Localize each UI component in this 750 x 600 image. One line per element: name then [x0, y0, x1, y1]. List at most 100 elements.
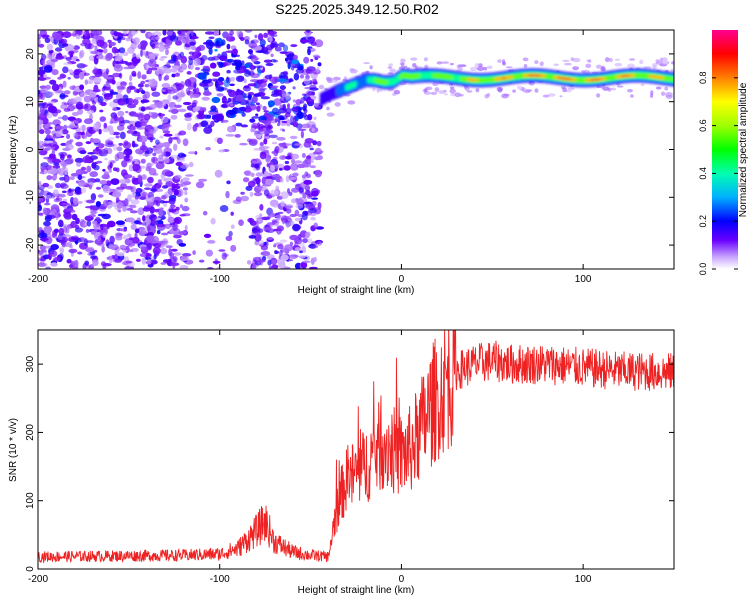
spectrogram-noise-cell [76, 161, 82, 167]
spectrogram-noise-cell [253, 148, 261, 151]
spectrogram-noise-cell [257, 69, 262, 76]
spectrogram-noise-cell [189, 41, 196, 46]
spectrogram-noise-cell [178, 69, 184, 73]
spectrogram-tone-cell [417, 73, 421, 78]
spectrogram-noise-cell [182, 187, 188, 191]
spectrogram-noise-cell [80, 91, 87, 98]
spectrogram-tone-cell [543, 74, 546, 78]
spectrogram-noise-cell [309, 87, 319, 91]
spectrogram-noise-cell [184, 190, 188, 196]
spectrogram-noise-cell [265, 178, 274, 185]
spectrogram-noise-cell [349, 68, 355, 72]
spectrogram-noise-cell [174, 174, 182, 180]
spectrogram-noise-cell [112, 191, 122, 198]
spectrogram-noise-cell [38, 204, 43, 212]
spectrogram-noise-cell [98, 143, 105, 149]
snr-xtick-label: 100 [575, 574, 592, 585]
spectrogram-noise-cell [173, 143, 178, 151]
spectrogram-noise-cell [423, 57, 428, 62]
spectrogram-tone-cell [601, 77, 604, 81]
colorbar-tick-label: 0.4 [698, 167, 708, 180]
spectrogram-tone-cell [585, 78, 588, 82]
spectrogram-noise-cell [88, 76, 94, 85]
spectrogram-noise-cell [117, 110, 125, 117]
spectrogram-noise-cell [160, 262, 167, 265]
spectrogram-noise-cell [125, 260, 133, 264]
spectrogram-noise-cell [144, 183, 153, 187]
spectrogram-noise-cell [516, 85, 523, 90]
spectrogram-noise-cell [484, 94, 490, 99]
spectrogram-noise-cell [44, 37, 51, 44]
spectrogram-xtick-label: 0 [399, 274, 405, 285]
spectrogram-noise-cell [257, 182, 261, 187]
spectrogram-noise-cell [240, 191, 245, 195]
spectrogram-noise-cell [186, 34, 190, 42]
spectrogram-noise-cell [40, 166, 47, 171]
spectrogram-noise-cell [267, 125, 272, 129]
spectrogram-noise-cell [249, 118, 256, 123]
spectrogram-noise-cell [564, 62, 572, 66]
spectrogram-noise-cell [643, 66, 652, 69]
spectrogram-tone-cell [588, 78, 592, 82]
spectrogram-noise-cell [141, 257, 146, 265]
spectrogram-noise-cell [182, 177, 190, 182]
spectrogram-noise-cell [297, 66, 304, 71]
spectrogram-noise-cell [97, 95, 104, 104]
colorbar-tick-label: 0.6 [698, 119, 708, 132]
spectrogram-noise-cell [305, 173, 311, 179]
spectrogram-noise-cell [116, 146, 123, 152]
spectrogram-noise-cell [274, 117, 278, 123]
spectrogram-noise-cell [184, 79, 192, 87]
spectrogram-noise-cell [347, 100, 356, 105]
spectrogram-noise-cell [226, 43, 231, 50]
spectrogram-noise-cell [270, 165, 276, 172]
spectrogram-noise-cell [112, 107, 118, 112]
spectrogram-noise-cell [184, 117, 192, 122]
spectrogram-noise-cell [118, 120, 125, 127]
spectrogram-tone-cell [425, 71, 428, 80]
spectrogram-noise-cell [159, 135, 164, 139]
spectrogram-noise-cell [259, 204, 264, 211]
spectrogram-noise-cell [268, 266, 274, 269]
spectrogram-noise-cell [665, 61, 670, 65]
spectrogram-tone-cell [525, 74, 528, 78]
spectrogram-noise-cell [210, 120, 215, 127]
spectrogram-noise-cell [133, 98, 139, 106]
spectrogram-noise-cell [292, 172, 299, 177]
spectrogram-noise-cell [239, 106, 247, 112]
spectrogram-noise-cell [290, 163, 299, 171]
spectrogram-noise-cell [310, 41, 317, 46]
spectrogram-tone-cell [459, 76, 463, 81]
spectrogram-noise-cell [273, 244, 277, 248]
spectrogram-noise-cell [99, 116, 107, 122]
spectrogram-noise-cell [170, 262, 180, 267]
spectrogram-xtick-label: 100 [575, 274, 592, 285]
spectrogram-noise-cell [51, 150, 56, 155]
spectrogram-ytick-label: 0 [25, 146, 36, 152]
spectrogram-noise-cell [294, 247, 301, 252]
spectrogram-tone-cell [595, 78, 599, 81]
spectrogram-noise-cell [305, 232, 310, 239]
spectrogram-noise-cell [162, 30, 167, 36]
spectrogram-tone-cell [499, 77, 503, 81]
spectrogram-noise-cell [171, 65, 181, 69]
spectrogram-noise-cell [216, 93, 224, 97]
spectrogram-tone-cell [666, 76, 670, 81]
spectrogram-noise-cell [68, 50, 74, 54]
spectrogram-noise-cell [109, 188, 118, 192]
spectrogram-noise-cell [115, 220, 125, 225]
spectrogram-tone-cell [566, 78, 570, 80]
spectrogram-noise-cell [188, 58, 194, 66]
spectrogram-noise-cell [61, 236, 68, 243]
spectrogram-tone-cell [475, 78, 479, 82]
spectrogram-noise-cell [144, 91, 151, 99]
spectrogram-noise-cell [216, 61, 221, 65]
spectrogram-noise-cell [38, 232, 48, 239]
spectrogram-tone-cell [465, 76, 468, 82]
spectrogram-noise-cell [82, 156, 89, 164]
spectrogram-noise-cell [46, 175, 53, 181]
spectrogram-tone-cell [657, 75, 661, 79]
spectrogram-noise-cell [281, 93, 286, 97]
spectrogram-tone-cell [552, 74, 555, 80]
